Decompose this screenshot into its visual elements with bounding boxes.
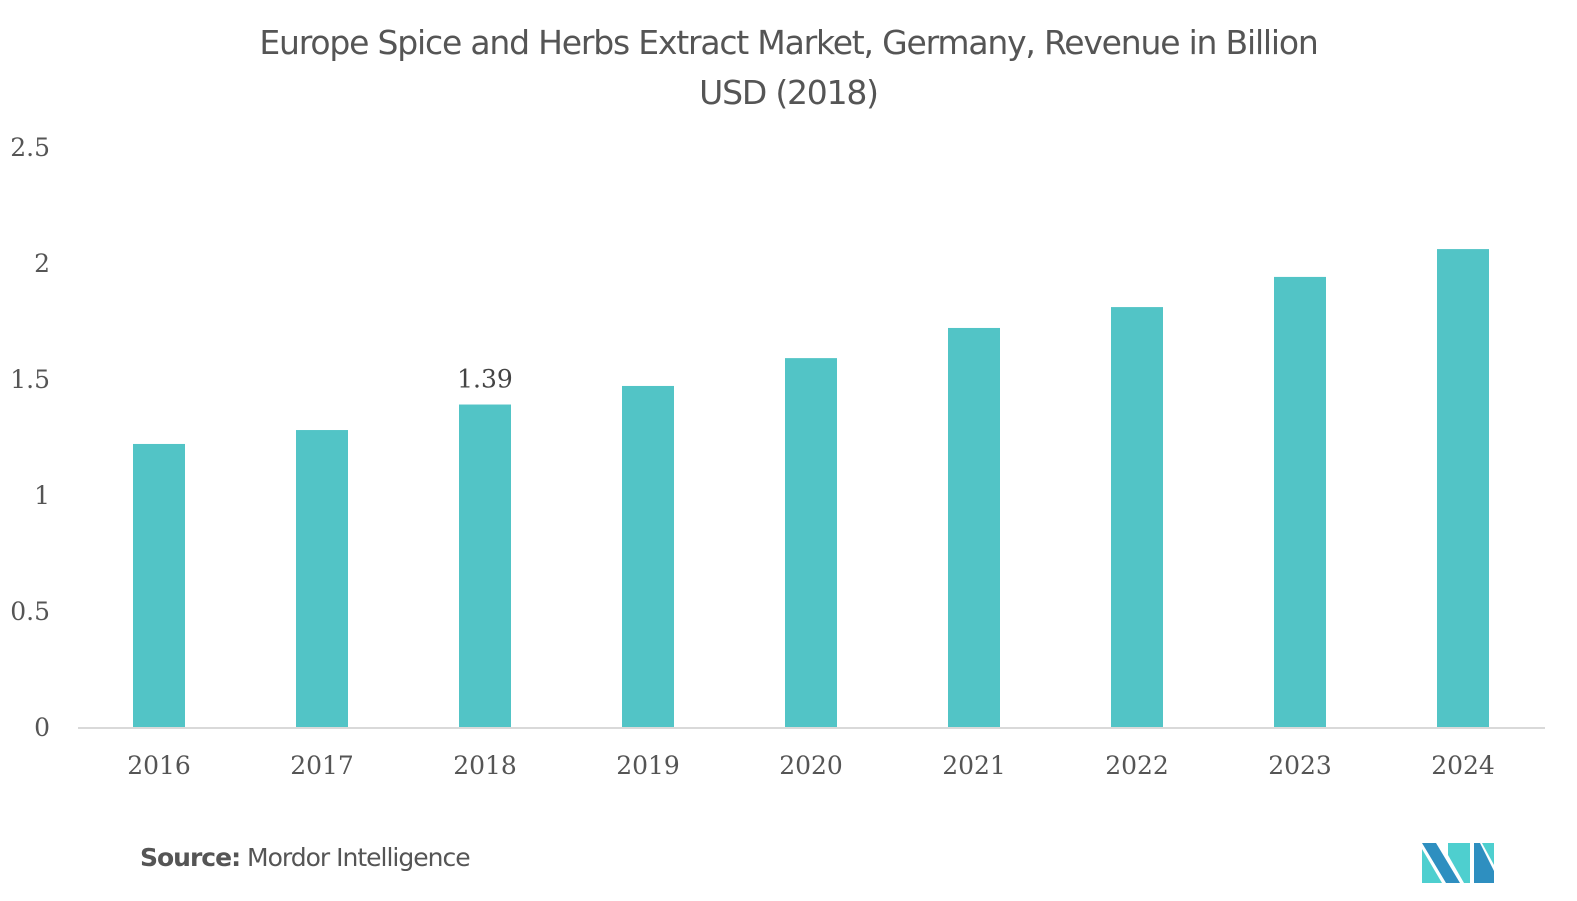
bar-2020 (785, 358, 837, 727)
x-axis-ticks: 2016 2017 2018 2019 2020 2021 2022 2023 2024 (127, 751, 1495, 780)
x-tick-label: 2018 (453, 751, 517, 780)
bar-2022 (1111, 307, 1163, 727)
source-text: Mordor Intelligence (247, 843, 471, 872)
x-tick-label: 2016 (127, 751, 191, 780)
logo-shape-4 (1474, 843, 1494, 883)
logo-shape-5 (1482, 843, 1494, 865)
bars (133, 249, 1489, 727)
y-tick-label: 0 (34, 713, 50, 742)
data-labels: 1.39 (457, 365, 513, 394)
logo-shape-3 (1448, 843, 1470, 883)
x-tick-label: 2022 (1105, 751, 1169, 780)
bar-2018 (459, 404, 511, 727)
y-tick-label: 1.5 (10, 365, 50, 394)
x-tick-label: 2017 (290, 751, 354, 780)
logo-shape-1 (1422, 843, 1460, 883)
y-axis-ticks: 0 0.5 1 1.5 2 2.5 (10, 133, 50, 742)
y-tick-label: 2 (34, 249, 50, 278)
bar-2024 (1437, 249, 1489, 727)
logo-shape-2 (1422, 849, 1442, 883)
bar-2021 (948, 327, 1000, 727)
chart-title: Europe Spice and Herbs Extract Market, G… (0, 18, 1577, 118)
source-label: Source: (140, 843, 241, 872)
bar-2023 (1274, 276, 1326, 727)
y-tick-label: 2.5 (10, 133, 50, 162)
chart-title-line-1: Europe Spice and Herbs Extract Market, G… (259, 23, 1318, 62)
x-tick-label: 2023 (1268, 751, 1332, 780)
bar-2016 (133, 443, 185, 727)
x-tick-label: 2024 (1431, 751, 1495, 780)
bar-2019 (622, 385, 674, 727)
x-tick-label: 2021 (942, 751, 1006, 780)
x-tick-label: 2020 (779, 751, 843, 780)
chart-title-line-2: USD (2018) (699, 73, 879, 112)
y-tick-label: 0.5 (10, 597, 50, 626)
source-note: Source: Mordor Intelligence (140, 843, 471, 872)
y-tick-label: 1 (34, 481, 50, 510)
bar-2017 (296, 430, 348, 727)
x-tick-label: 2019 (616, 751, 680, 780)
data-label-2018: 1.39 (457, 365, 513, 394)
mordor-intelligence-logo (1422, 843, 1494, 883)
